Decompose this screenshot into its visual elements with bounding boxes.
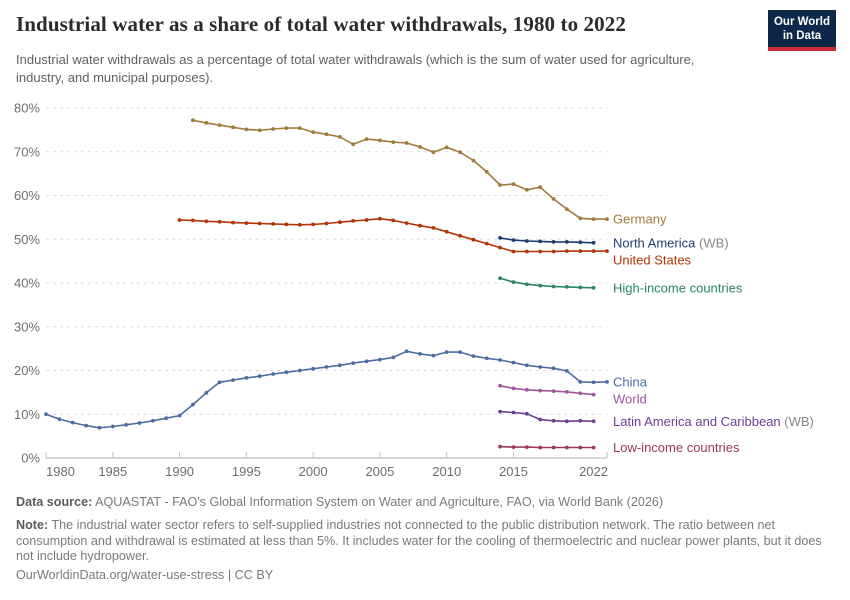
license-line: OurWorldinData.org/water-use-stress | CC… <box>16 568 836 584</box>
series-line-low-income-countries[interactable] <box>498 444 596 450</box>
data-source-text: AQUASTAT - FAO's Global Information Syst… <box>92 495 664 509</box>
series-label-latin-america-and-caribbean-wb[interactable]: Latin America and Caribbean (WB) <box>613 414 814 429</box>
data-source-label: Data source: <box>16 495 93 509</box>
series-label-world[interactable]: World <box>613 391 647 406</box>
svg-text:40%: 40% <box>14 276 40 291</box>
series-line-north-america-wb[interactable] <box>498 236 596 245</box>
gridlines <box>46 107 607 415</box>
svg-text:2022: 2022 <box>579 464 608 479</box>
svg-text:1985: 1985 <box>98 464 127 479</box>
series-label-china[interactable]: China <box>613 374 648 389</box>
series-label-germany[interactable]: Germany <box>613 212 667 227</box>
series-label-low-income-countries[interactable]: Low-income countries <box>613 440 740 455</box>
license-separator: | <box>224 568 235 582</box>
svg-text:2000: 2000 <box>299 464 328 479</box>
svg-text:20%: 20% <box>14 363 40 378</box>
svg-text:70%: 70% <box>14 144 40 159</box>
svg-text:60%: 60% <box>14 188 40 203</box>
svg-text:2005: 2005 <box>365 464 394 479</box>
svg-text:80%: 80% <box>14 101 40 116</box>
x-axis-labels: 1980 1985 1990 1995 2000 2005 2010 2015 2022 <box>46 464 608 479</box>
svg-text:2015: 2015 <box>499 464 528 479</box>
series-line-united-states[interactable] <box>177 216 609 254</box>
owid-logo-line1: Our World <box>773 16 830 28</box>
series-line-high-income-countries[interactable] <box>498 276 596 290</box>
series-label-high-income-countries[interactable]: High-income countries <box>613 280 743 295</box>
data-source-line: Data source: AQUASTAT - FAO's Global Inf… <box>16 495 836 511</box>
series-line-germany[interactable] <box>191 118 609 222</box>
svg-text:1980: 1980 <box>46 464 75 479</box>
owid-url-link[interactable]: OurWorldinData.org/water-use-stress <box>16 568 225 582</box>
svg-text:1990: 1990 <box>165 464 194 479</box>
note-line: Note: The industrial water sector refers… <box>16 518 836 565</box>
note-label: Note: <box>16 518 49 532</box>
chart-title: Industrial water as a share of total wat… <box>16 12 626 36</box>
owid-logo-line2: in Data <box>782 30 822 42</box>
series-label-north-america-wb[interactable]: North America (WB) <box>613 235 729 250</box>
owid-logo[interactable]: Our World in Data <box>768 10 836 51</box>
note-text: The industrial water sector refers to se… <box>16 518 822 563</box>
svg-text:10%: 10% <box>14 407 40 422</box>
series-label-united-states[interactable]: United States <box>613 252 692 267</box>
series-line-china[interactable] <box>44 349 609 430</box>
license-badge: CC BY <box>234 568 274 582</box>
series-line-latin-america-and-caribbean-wb[interactable] <box>498 409 596 424</box>
line-chart-canvas: 0%10%20%30%40%50%60%70%80%1980 1985 1990 19… <box>14 101 814 480</box>
svg-text:30%: 30% <box>14 319 40 334</box>
y-axis-labels: 0% 10% 20% 30% 40% 50% 60% 70% 80% <box>14 101 40 466</box>
chart-subtitle: Industrial water withdrawals as a percen… <box>16 52 695 85</box>
svg-text:50%: 50% <box>14 232 40 247</box>
svg-text:2010: 2010 <box>432 464 461 479</box>
svg-text:0%: 0% <box>21 451 40 466</box>
x-axis <box>45 452 608 459</box>
series-line-world[interactable] <box>498 383 596 397</box>
svg-text:1995: 1995 <box>232 464 261 479</box>
